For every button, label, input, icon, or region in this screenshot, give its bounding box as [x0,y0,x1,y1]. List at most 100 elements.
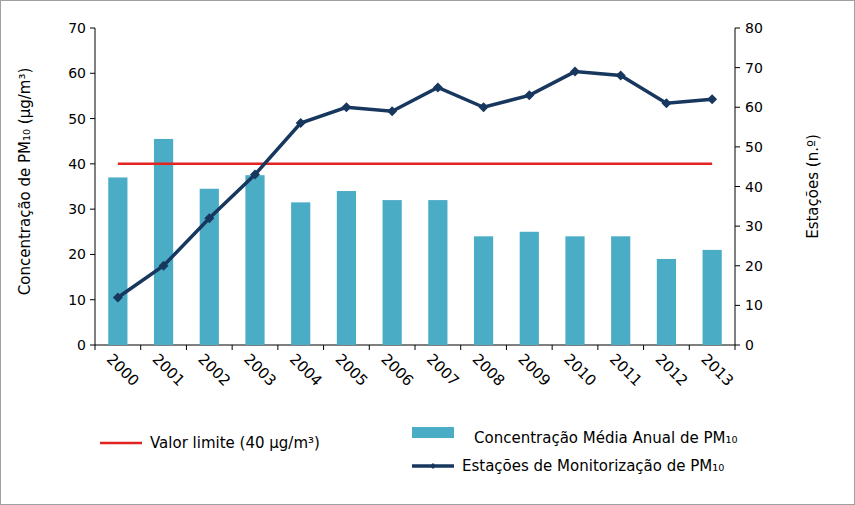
y2-tick [735,226,740,227]
x-tick [232,345,233,350]
y-tick-label: 50 [68,111,86,127]
marker [250,170,260,180]
x-tick-label: 2012 [652,350,692,390]
y2-tick-label: 10 [745,297,763,313]
marker [479,102,489,112]
y2-tick-label: 40 [745,179,763,195]
chart: 0 10 20 30 40 50 60 70 0 10 20 30 40 50 60 70 80 20002001… [0,0,855,505]
x-tick [323,345,324,350]
bar [611,236,630,345]
y2-tick [735,28,740,29]
y-tick-label: 70 [68,20,86,36]
x-tick-label: 2010 [560,350,600,390]
legend-marker [430,463,436,469]
line [118,72,712,298]
x-tick [460,345,461,350]
marker [159,261,169,271]
y2-tick-label: 70 [745,60,763,76]
y2-tick-label: 0 [745,337,754,353]
x-tick [415,345,416,350]
marker [707,94,717,104]
y2-tick [735,107,740,108]
x-tick-label: 2007 [423,350,463,390]
x-tick-label: 2000 [103,350,143,390]
bar [520,232,539,345]
marker [341,102,351,112]
y2-tick-label: 50 [745,139,763,155]
legend-label: Concentração Média Anual de PM₁₀ [474,429,738,447]
bar [291,202,310,345]
legend-swatch [412,427,454,438]
y2-tick-label: 80 [745,20,763,36]
marker [661,98,671,108]
bar [565,236,584,345]
bar [657,259,676,345]
marker [387,106,397,116]
x-tick-label: 2001 [149,350,189,390]
y2-tick [735,305,740,306]
y-tick [90,254,95,255]
line [118,163,712,166]
y-tick-label: 40 [68,156,86,172]
marker [524,90,534,100]
x-tick-label: 2008 [469,350,509,390]
legend-label: Estações de Monitorização de PM₁₀ [462,457,724,475]
y-tick [90,299,95,300]
y-tick [90,209,95,210]
bar [108,177,127,345]
bar [154,139,173,345]
x-tick-label: 2009 [514,350,554,390]
bar [245,175,264,345]
y-tick-label: 60 [68,65,86,81]
y2-tick-label: 20 [745,258,763,274]
y-tick [90,118,95,119]
marker [296,118,306,128]
y-tick-label: 20 [68,246,86,262]
x-tick [735,345,736,350]
x-tick-label: 2004 [286,350,326,390]
y2-tick [735,146,740,147]
y-axis-line [95,28,96,345]
bar [474,236,493,345]
y-tick [90,163,95,164]
y-tick [90,345,95,346]
marker [616,71,626,81]
x-tick-label: 2013 [697,350,737,390]
x-tick [369,345,370,350]
y2-tick [735,67,740,68]
y2-tick [735,265,740,266]
x-tick-label: 2011 [606,350,646,390]
y-axis-title: Concentração de PM₁₀ (µg/m³) [16,68,34,296]
bar [337,191,356,345]
x-tick [277,345,278,350]
marker [204,213,214,223]
y2-tick-label: 30 [745,218,763,234]
x-tick-label: 2002 [194,350,234,390]
y-tick-label: 0 [77,337,86,353]
x-tick-label: 2006 [377,350,417,390]
x-tick [95,345,96,350]
x-tick-label: 2005 [332,350,372,390]
legend-swatch [100,442,142,445]
bar [383,200,402,345]
x-tick [643,345,644,350]
marker [570,67,580,77]
y2-tick-label: 60 [745,99,763,115]
x-tick-label: 2003 [240,350,280,390]
bar [428,200,447,345]
y-tick-label: 10 [68,292,86,308]
x-tick [689,345,690,350]
plot-marks [108,67,721,345]
marker [113,292,123,302]
marker [433,82,443,92]
y2-tick [735,186,740,187]
y-tick [90,73,95,74]
y2-axis-title: Estações (n.º) [804,134,822,239]
y2-tick [735,345,740,346]
x-tick [552,345,553,350]
y-tick-label: 30 [68,201,86,217]
x-tick [186,345,187,350]
y-tick [90,28,95,29]
x-tick [597,345,598,350]
x-tick [506,345,507,350]
